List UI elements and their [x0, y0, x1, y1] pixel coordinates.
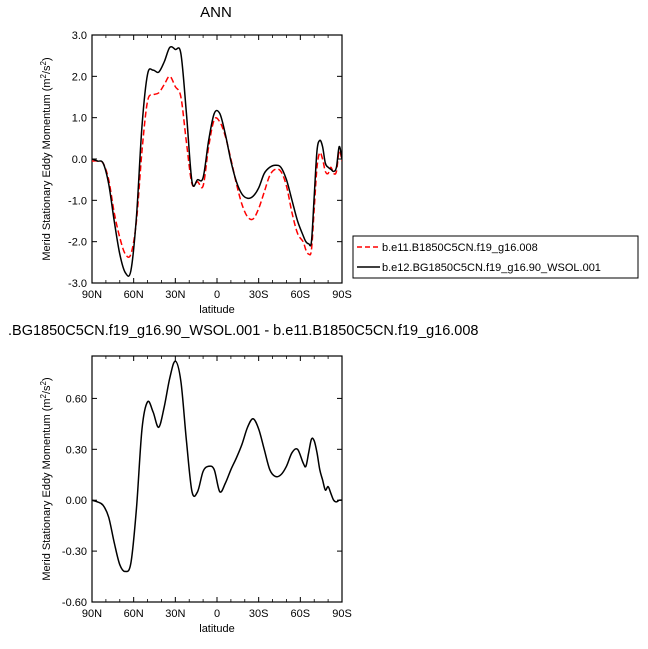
top-chart-title: ANN [200, 4, 232, 21]
legend-box [352, 235, 639, 279]
top-ytick-label: -1.0 [68, 195, 87, 207]
bottom-chart-title: .BG1850C5CN.f19_g16.90_WSOL.001 - b.e11.… [8, 323, 479, 339]
bottom-xtick-label: 30S [249, 608, 269, 620]
top-xtick-label: 30S [249, 289, 269, 301]
top-xtick-label: 0 [214, 289, 220, 301]
bottom-series-line-0 [92, 360, 342, 573]
bottom-xtick-label: 60S [291, 608, 311, 620]
bottom-xtick-label: 90S [332, 608, 352, 620]
bottom-chart: 90N 60N 30N 0 30S 60S 90S -0.60 -0.30 0.00 0.30 0.6… [39, 355, 352, 635]
bottom-x-axis-label: latitude [199, 623, 234, 635]
top-ytick-label: -3.0 [68, 278, 87, 290]
bottom-xtick-label: 30N [165, 608, 185, 620]
top-ytick-label: -2.0 [68, 237, 87, 249]
legend-label-1: b.e12.BG1850C5CN.f19_g16.90_WSOL.001 [382, 262, 601, 274]
top-x-axis-label: latitude [199, 304, 234, 316]
bottom-xtick-label: 60N [124, 608, 144, 620]
top-xtick-label: 90S [332, 289, 352, 301]
top-series-line-1 [92, 45, 342, 277]
bottom-y-axis-label: Merid Stationary Eddy Momentum (m2/s2) [39, 377, 54, 580]
legend-label-0: b.e11.B1850C5CN.f19_g16.008 [382, 242, 538, 254]
top-chart: 90N 60N 30N 0 30S 60S 90S -3.0 -2.0 -1.0 0.0 1.0 2.0… [39, 30, 352, 316]
top-ytick-label: 3.0 [72, 30, 87, 42]
top-y-axis-label: Merid Stationary Eddy Momentum (m2/s2) [39, 57, 54, 260]
bottom-ytick-label: 0.00 [66, 495, 87, 507]
top-xtick-label: 60S [291, 289, 311, 301]
bottom-ytick-label: 0.60 [66, 393, 87, 405]
bottom-xtick-label: 90N [82, 608, 102, 620]
top-series-line-0 [92, 75, 342, 258]
top-chart-legend: b.e11.B1850C5CN.f19_g16.008 b.e12.BG1850C… [352, 235, 639, 279]
bottom-xtick-label: 0 [214, 608, 220, 620]
bottom-ytick-label: -0.60 [62, 597, 87, 609]
top-ytick-label: 0.0 [72, 154, 87, 166]
top-ytick-label: 1.0 [72, 113, 87, 125]
top-xtick-label: 60N [124, 289, 144, 301]
bottom-ytick-label: -0.30 [62, 546, 87, 558]
bottom-ytick-label: 0.30 [66, 444, 87, 456]
top-ytick-label: 2.0 [72, 71, 87, 83]
top-xtick-label: 90N [82, 289, 102, 301]
top-xtick-label: 30N [165, 289, 185, 301]
